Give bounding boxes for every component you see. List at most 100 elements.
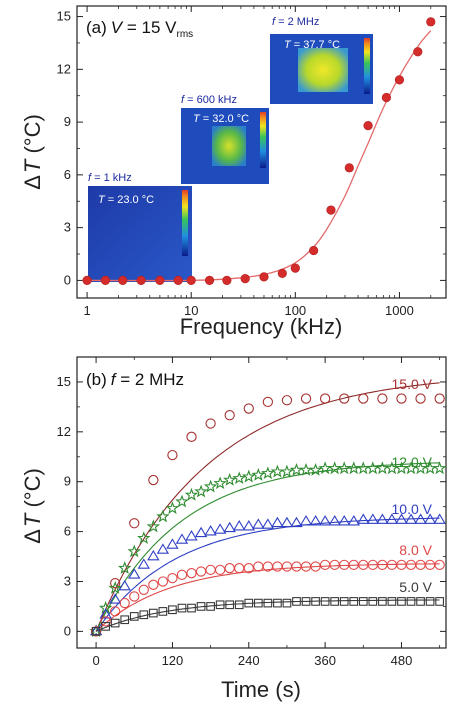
data-point-b: [327, 461, 342, 475]
data-point-b: [186, 431, 197, 442]
data-point-b: [90, 626, 102, 637]
data-point-a: [204, 275, 215, 286]
data-point-b: [99, 608, 112, 619]
data-point-b: [168, 605, 177, 615]
data-point-b: [377, 393, 388, 404]
data-point-b: [330, 597, 340, 606]
data-point-b: [251, 468, 265, 481]
data-point-b: [184, 487, 199, 501]
y-tick-label-a: 3: [64, 220, 71, 235]
series-label-15v: 15.0 V: [392, 376, 433, 392]
data-point-b: [187, 603, 196, 613]
data-point-b: [98, 601, 113, 614]
data-point-b: [338, 515, 351, 526]
fit-curve-b: [95, 563, 440, 632]
data-point-b: [119, 597, 130, 609]
data-point-b: [357, 513, 370, 524]
y-tick-label-b: 0: [64, 623, 71, 638]
data-point-a: [394, 75, 405, 85]
inset-1khz-image: [88, 186, 192, 282]
data-point-b: [261, 518, 275, 529]
x-tick-label-a: 1000: [385, 303, 414, 318]
data-point-b: [356, 461, 371, 475]
fit-curves-b: [95, 382, 440, 632]
data-point-b: [387, 597, 397, 606]
data-point-a: [277, 268, 287, 278]
fit-curve-b: [95, 517, 440, 632]
data-point-b: [318, 515, 332, 526]
y-tick-label-b: 12: [57, 424, 71, 439]
data-point-a: [118, 275, 128, 286]
data-point-b: [167, 449, 178, 461]
data-point-b: [148, 474, 159, 486]
data-point-b: [147, 549, 160, 561]
data-point-b: [281, 395, 293, 406]
data-point-a: [363, 121, 373, 131]
data-point-b: [129, 612, 139, 621]
data-point-b: [110, 618, 120, 628]
data-point-b: [299, 515, 313, 526]
series-label-8v: 8.0 V: [399, 542, 432, 558]
data-point-b: [395, 513, 408, 524]
data-point-b: [244, 598, 254, 608]
data-point-b: [423, 513, 437, 524]
data-point-b: [291, 561, 302, 572]
x-tick-label-b: 0: [92, 653, 99, 668]
data-point-b: [253, 598, 263, 608]
data-point-b: [368, 597, 378, 606]
x-tick-label-a: 1: [83, 303, 90, 318]
y-axis-label-a: ΔT (°C): [20, 114, 45, 190]
data-point-b: [292, 597, 301, 606]
fit-curve-b: [95, 462, 440, 632]
data-point-b: [196, 602, 206, 611]
y-tick-label-a: 6: [64, 167, 71, 182]
inset-1khz: T = 23.0 °C f = 1 kHz: [88, 172, 192, 282]
y-tick-label-b: 3: [64, 573, 71, 588]
data-point-b: [213, 523, 227, 534]
inset-2mhz: T = 37.7 °C f = 2 MHz: [270, 16, 373, 104]
data-point-a: [259, 272, 269, 282]
data-point-b: [311, 597, 320, 606]
data-point-a: [344, 163, 354, 173]
data-point-b: [185, 530, 198, 541]
data-point-b: [349, 597, 359, 606]
data-point-b: [243, 563, 254, 574]
data-point-a: [186, 275, 196, 286]
data-point-b: [414, 513, 427, 524]
data-points-b: [89, 393, 447, 638]
data-point-b: [157, 576, 169, 587]
data-point-b: [146, 519, 161, 533]
inset-600khz-temp: T = 32.0 °C: [193, 113, 249, 125]
data-point-b: [280, 464, 294, 478]
data-point-b: [175, 533, 189, 544]
data-point-b: [337, 461, 351, 475]
data-point-b: [319, 393, 331, 404]
data-point-b: [100, 616, 111, 627]
inset-2mhz-hotspot: [298, 48, 348, 92]
series-label-10v: 10.0 V: [392, 501, 433, 517]
x-axis-label-a: Frequency (kHz): [180, 314, 343, 339]
data-point-b: [206, 602, 215, 611]
data-point-b: [127, 544, 142, 558]
data-point-b: [205, 418, 216, 429]
data-point-b: [186, 568, 197, 579]
x-tick-label-b: 360: [314, 653, 336, 668]
data-point-b: [415, 393, 426, 404]
data-point-b: [177, 603, 187, 613]
data-point-b: [224, 563, 235, 574]
data-point-b: [425, 597, 435, 606]
data-point-a: [413, 47, 423, 57]
data-point-b: [366, 513, 380, 524]
data-point-b: [366, 461, 380, 475]
data-point-b: [385, 513, 399, 524]
y-tick-label-a: 15: [57, 9, 71, 24]
data-point-b: [241, 469, 256, 483]
series-label-12v: 12.0 V: [392, 454, 433, 470]
data-point-b: [416, 597, 425, 606]
data-point-a: [222, 275, 232, 286]
plot-frame-a: [76, 5, 447, 299]
data-point-b: [433, 513, 446, 524]
data-point-b: [434, 559, 445, 571]
data-point-b: [214, 564, 226, 575]
data-point-b: [110, 577, 121, 589]
